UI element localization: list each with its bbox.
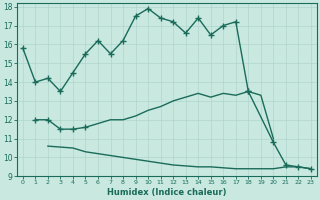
X-axis label: Humidex (Indice chaleur): Humidex (Indice chaleur) <box>107 188 227 197</box>
